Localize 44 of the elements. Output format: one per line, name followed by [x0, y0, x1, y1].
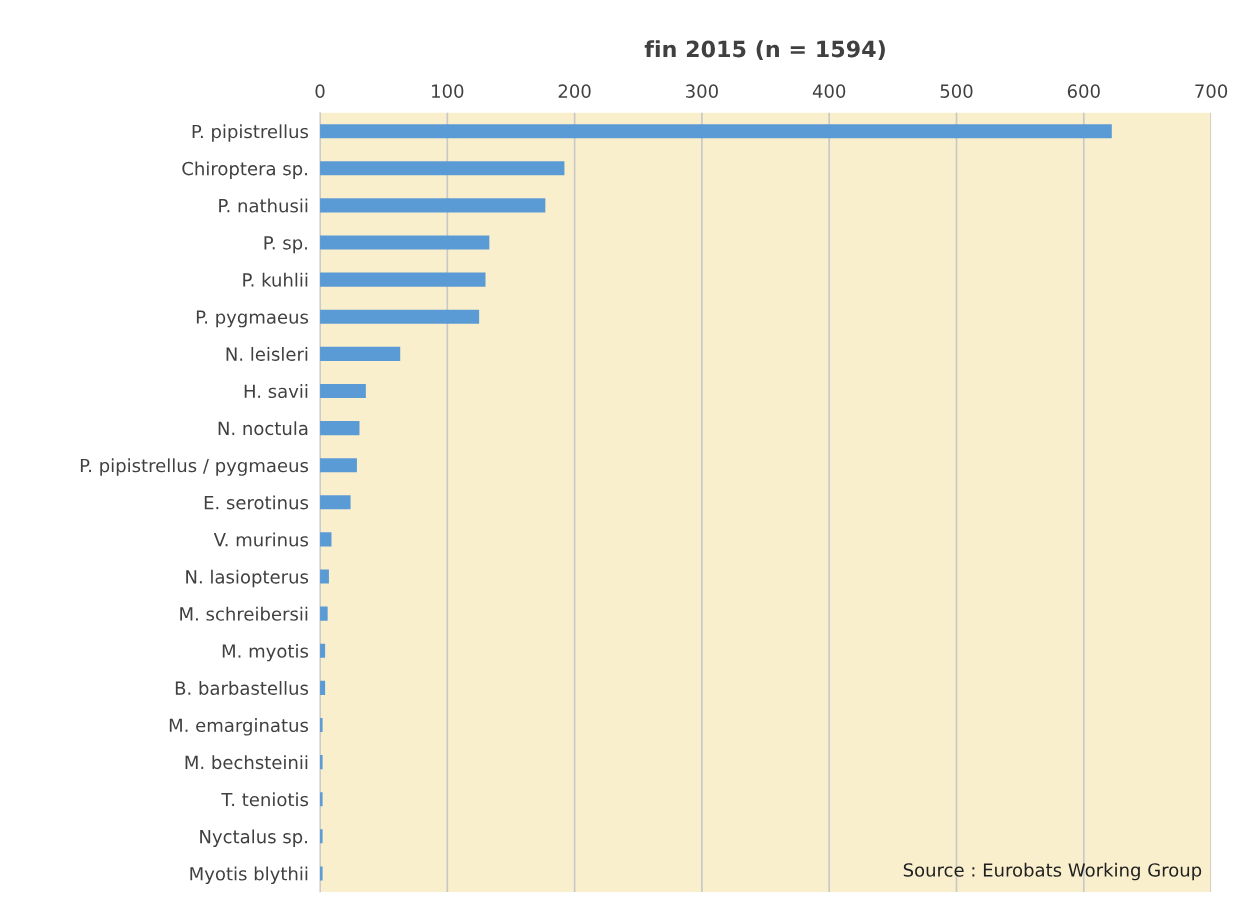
y-tick-label: B. barbastellus: [175, 681, 309, 695]
x-tick-label: 600: [1067, 84, 1100, 99]
bar: [320, 383, 366, 399]
x-tick-label: 100: [432, 84, 464, 99]
x-tick-label: 300: [686, 84, 718, 99]
chart-title: fin 2015 (n = 1594): [644, 40, 885, 60]
y-tick-label: M. myotis: [222, 643, 309, 662]
y-tick-label: H. savii: [244, 384, 308, 399]
bar: [320, 198, 546, 213]
x-tick-label: 0: [315, 84, 325, 99]
bar: [320, 124, 1112, 139]
y-tick-label: Nyctalus sp.: [200, 829, 307, 847]
y-tick-label: Myotis blythii: [190, 866, 308, 885]
y-tick-label: T. teniotis: [221, 792, 309, 807]
y-tick-label: V. murinus: [213, 532, 309, 547]
bar: [320, 495, 351, 510]
bar: [320, 161, 565, 176]
y-tick-label: Chiroptera sp.: [182, 161, 307, 179]
bar: [320, 458, 357, 473]
bar: [320, 346, 401, 361]
y-tick-label: P. pygmaeus: [196, 310, 309, 328]
bar: [320, 569, 329, 584]
y-tick-label: P. pipistrellus: [192, 124, 309, 142]
y-tick-label: P. kuhlii: [243, 272, 308, 287]
bar: [320, 235, 490, 250]
bar: [320, 606, 328, 621]
bar: [320, 421, 360, 436]
y-tick-label: M. schreibersii: [180, 606, 308, 621]
x-tick-label: 400: [812, 84, 846, 99]
bar: [320, 309, 480, 324]
y-tick-label: P. sp.: [264, 236, 307, 254]
x-tick-label: 200: [558, 84, 591, 99]
y-tick-label: P. nathusii: [219, 198, 308, 213]
y-tick-label: N. leisleri: [226, 347, 308, 361]
y-tick-label: N. lasiopterus: [186, 569, 309, 588]
x-tick-label: 700: [1195, 84, 1228, 99]
y-tick-label: N. noctula: [218, 421, 308, 436]
annotation: Source : Eurobats Working Group: [903, 862, 1202, 881]
y-tick-label: M. bechsteinii: [185, 755, 308, 770]
y-tick-label: P. pipistrellus / pygmaeus: [80, 458, 309, 476]
x-tick-label: 500: [940, 84, 973, 99]
y-tick-label: M. emarginatus: [169, 718, 309, 736]
y-tick-label: E. serotinus: [204, 495, 309, 510]
bar: [320, 272, 486, 287]
